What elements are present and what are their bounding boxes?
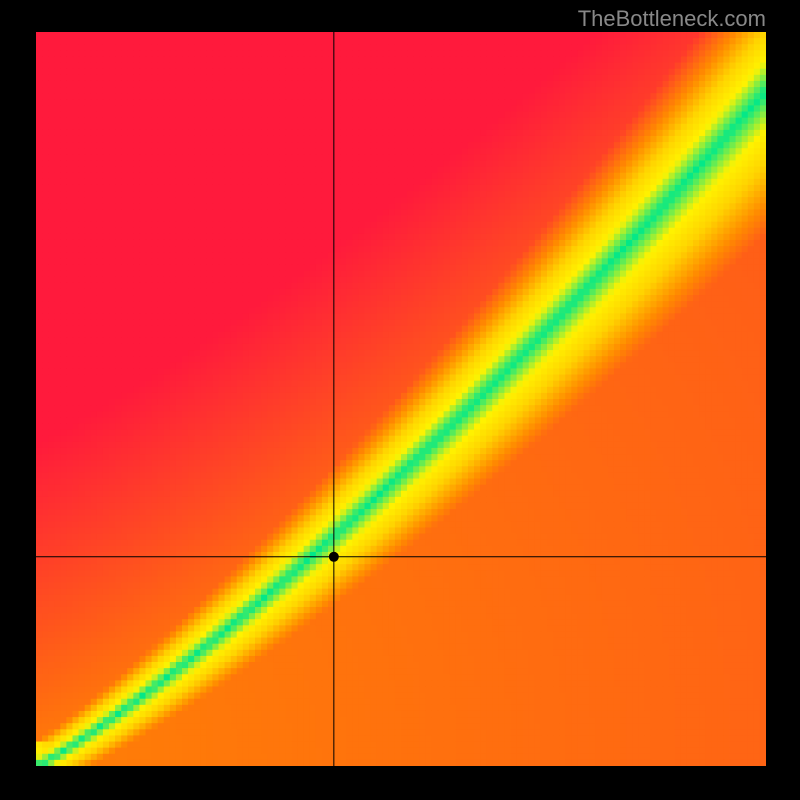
crosshair-marker <box>329 552 339 562</box>
heatmap-svg <box>36 32 766 766</box>
bottleneck-heatmap <box>36 32 766 766</box>
watermark-text: TheBottleneck.com <box>578 6 766 32</box>
